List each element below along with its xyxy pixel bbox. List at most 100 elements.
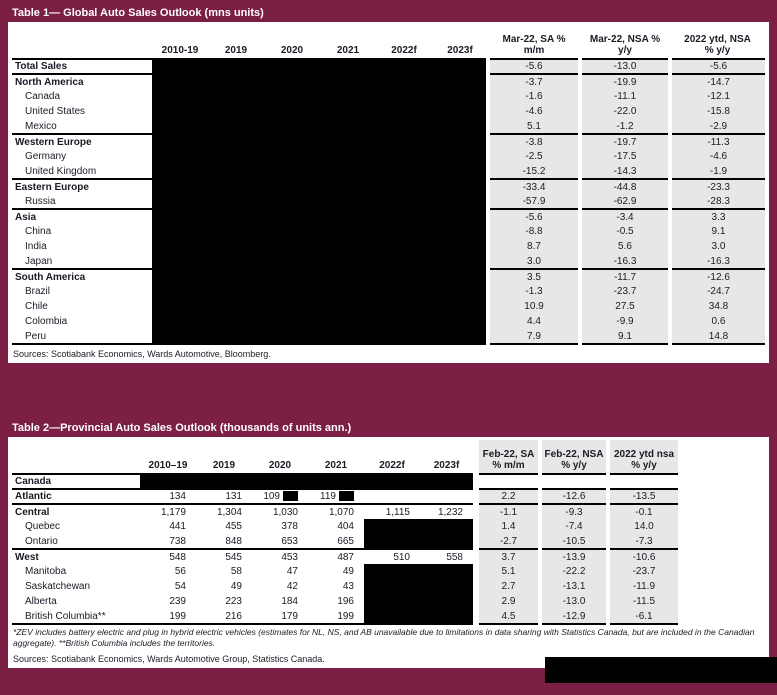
pct-value: -16.3 xyxy=(668,254,765,269)
redacted-value xyxy=(364,609,420,625)
pct-value: 3.5 xyxy=(486,268,580,284)
table-row: Manitoba 56 58 47 49 5.1 -22.2 -23.7 xyxy=(12,564,678,579)
redacted-value xyxy=(420,609,476,625)
pct-value: -10.5 xyxy=(538,534,608,549)
corner-cell xyxy=(12,440,140,475)
year-value: 455 xyxy=(225,521,242,532)
col-header-2023f: 2023f xyxy=(420,440,476,475)
table-row: Central 1,179 1,304 1,030 1,070 1,115 1,232 -1.… xyxy=(12,503,678,519)
table-row: Asia -5.6 -3.4 3.3 xyxy=(12,208,765,224)
pct-value: -16.3 xyxy=(578,254,670,269)
col-header-feb22-nsa: Feb-22, NSA % y/y xyxy=(538,440,608,475)
table-row: North America -3.7 -19.9 -14.7 xyxy=(12,73,765,89)
redacted-value xyxy=(420,594,476,609)
pct-value: -15.8 xyxy=(668,104,765,119)
pct-value: -13.0 xyxy=(578,59,670,74)
redacted-value xyxy=(364,534,420,549)
row-label: Ontario xyxy=(25,535,58,547)
year-value: 1,304 xyxy=(196,503,252,519)
pct-value: 4.4 xyxy=(486,314,580,329)
pct-value: -9.3 xyxy=(538,503,608,519)
pct-value: -23.3 xyxy=(668,178,765,194)
pct-value: -8.8 xyxy=(486,224,580,239)
pct-value: -1.6 xyxy=(486,89,580,104)
col-header-feb22-sa: Feb-22, SA % m/m xyxy=(473,440,540,475)
col-header-2020: 2020 xyxy=(252,440,308,475)
pct-value: -23.7 xyxy=(578,284,670,299)
year-value: 404 xyxy=(337,521,354,532)
row-label: Russia xyxy=(25,195,56,207)
redacted-values xyxy=(152,119,488,134)
table2-header: 2010–19 2019 2020 2021 2022f 2023f Feb-2… xyxy=(12,440,678,475)
col-header-2022ytd: 2022 ytd, NSA % y/y xyxy=(670,25,765,60)
year-value: 49 xyxy=(342,566,354,577)
table-row: Colombia 4.4 -9.9 0.6 xyxy=(12,314,765,329)
pct-value: -17.5 xyxy=(578,149,670,164)
row-label: China xyxy=(25,226,52,237)
pct-value: 3.7 xyxy=(473,548,540,564)
pct-value: -12.9 xyxy=(538,609,608,625)
redacted-values xyxy=(152,314,488,329)
redacted-values xyxy=(152,149,488,164)
table-row: Alberta 239 223 184 196 2.9 -13.0 -11.5 xyxy=(12,594,678,609)
table-row: Brazil -1.3 -23.7 -24.7 xyxy=(12,284,765,299)
redacted-values xyxy=(152,254,488,269)
pct-value: 2.2 xyxy=(473,488,540,504)
pct-value: -2.9 xyxy=(668,119,765,134)
col-header-2010-19: 2010-19 xyxy=(152,25,208,60)
table2-header-row: 2010–19 2019 2020 2021 2022f 2023f Feb-2… xyxy=(12,440,678,475)
pct-value xyxy=(538,474,608,489)
col-header-2022f: 2022f xyxy=(364,440,420,475)
pct-value: -5.6 xyxy=(486,59,580,74)
pct-value: 2.9 xyxy=(473,594,540,609)
pct-value: -62.9 xyxy=(578,194,670,209)
table1-sources: Sources: Scotiabank Economics, Wards Aut… xyxy=(13,349,271,359)
year-value: 119 xyxy=(308,488,364,504)
header-line1: Feb-22, SA xyxy=(482,449,535,460)
pct-value: -22.0 xyxy=(578,104,670,119)
redacted-values xyxy=(152,284,488,299)
pct-value: -1.3 xyxy=(486,284,580,299)
pct-value: 3.0 xyxy=(668,239,765,254)
row-label: Central xyxy=(12,503,140,519)
pct-value: -12.1 xyxy=(668,89,765,104)
year-value: 1,179 xyxy=(140,503,196,519)
redacted-values xyxy=(152,164,488,179)
pct-value xyxy=(473,474,540,489)
table-row: Atlantic 134 131 109 119 2.2 -12.6 -13.5 xyxy=(12,488,678,504)
table1-body: Total Sales -5.6 -13.0 -5.6 North America -3.… xyxy=(12,59,765,345)
table-row: Germany -2.5 -17.5 -4.6 xyxy=(12,149,765,164)
redaction-box xyxy=(545,657,777,683)
pct-value: -13.9 xyxy=(538,548,608,564)
col-header-2022f: 2022f xyxy=(376,25,432,60)
year-value: 510 xyxy=(364,548,420,564)
header-line2: % y/y xyxy=(561,460,587,471)
pct-value: 5.1 xyxy=(486,119,580,134)
redacted-value xyxy=(364,519,420,534)
pct-value xyxy=(606,474,678,489)
pct-value: -19.7 xyxy=(578,133,670,149)
col-header-2020: 2020 xyxy=(264,25,320,60)
header-line1: 2022 ytd nsa xyxy=(613,449,675,460)
table-row: Peru 7.9 9.1 14.8 xyxy=(12,329,765,345)
year-value: 1,070 xyxy=(308,503,364,519)
row-label: British Columbia** xyxy=(12,609,140,625)
table2: 2010–19 2019 2020 2021 2022f 2023f Feb-2… xyxy=(12,440,678,625)
pct-value: 3.3 xyxy=(668,208,765,224)
year-value: 47 xyxy=(286,566,298,577)
pct-value: -3.4 xyxy=(578,208,670,224)
year-value: 738 xyxy=(169,535,186,547)
year-value: 545 xyxy=(196,548,252,564)
pct-value: -15.2 xyxy=(486,164,580,179)
pct-value: 2.7 xyxy=(473,579,540,594)
year-value: 109 xyxy=(252,488,308,504)
table1-panel: 2010-19 2019 2020 2021 2022f 2023f Mar-2… xyxy=(8,22,769,363)
pct-value: -1.9 xyxy=(668,164,765,179)
redacted-values xyxy=(152,178,488,194)
pct-value: -0.1 xyxy=(606,503,678,519)
redacted-values xyxy=(152,268,488,284)
pct-value: 4.5 xyxy=(473,609,540,625)
corner-cell xyxy=(12,25,152,60)
col-header-2023f: 2023f xyxy=(432,25,488,60)
